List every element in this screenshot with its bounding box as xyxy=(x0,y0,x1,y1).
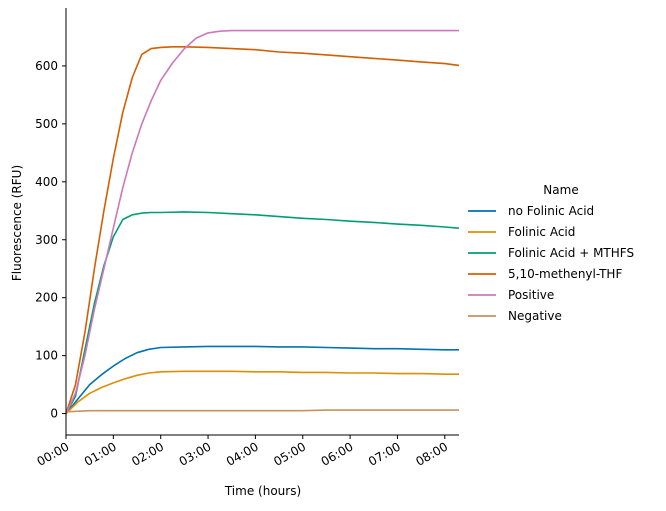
legend: Name no Folinic Acid Folinic Acid Folinic … xyxy=(468,183,634,323)
series-line-1 xyxy=(65,345,459,415)
y-tick-label: 0 xyxy=(50,407,58,421)
series-lines xyxy=(65,29,460,415)
x-tick-label: 07:00 xyxy=(366,439,403,468)
series-line-5 xyxy=(65,29,459,414)
series-line-3 xyxy=(65,211,460,414)
x-tick-label: 00:00 xyxy=(35,439,72,468)
y-tick-label: 500 xyxy=(35,117,58,131)
x-tick-label: 01:00 xyxy=(82,439,119,468)
y-tick-label: 400 xyxy=(35,175,58,189)
y-tick-label: 600 xyxy=(35,59,58,73)
x-tick-label: 03:00 xyxy=(177,439,214,468)
series-line-2 xyxy=(65,370,459,415)
legend-entry-label: Folinic Acid xyxy=(508,225,575,239)
legend-entry-label: Folinic Acid + MTHFS xyxy=(508,246,634,260)
x-tick-label: 05:00 xyxy=(271,439,308,468)
legend-entry-label: Positive xyxy=(508,288,554,302)
y-tick-label: 300 xyxy=(35,233,58,247)
legend-entry-label: Negative xyxy=(508,309,562,323)
x-axis-label: Time (hours) xyxy=(224,484,301,498)
x-tick-label: 02:00 xyxy=(129,439,166,468)
x-tick-label: 06:00 xyxy=(319,439,356,468)
legend-entry-label: 5,10-methenyl-THF xyxy=(508,267,622,281)
series-line-6 xyxy=(65,409,459,413)
y-ticks: 0 100 200 300 400 500 600 xyxy=(35,59,66,421)
legend-entry-label: no Folinic Acid xyxy=(508,204,594,218)
x-ticks: 00:00 01:00 02:00 03:00 04:00 05:00 06:00 07:00… xyxy=(35,435,450,469)
x-tick-label: 08:00 xyxy=(413,439,450,468)
y-tick-label: 100 xyxy=(35,349,58,363)
y-axis-label: Fluorescence (RFU) xyxy=(10,165,24,281)
series-line-4 xyxy=(65,45,460,414)
legend-title: Name xyxy=(543,183,578,197)
axes xyxy=(65,8,459,436)
x-tick-label: 04:00 xyxy=(224,439,261,468)
y-tick-label: 200 xyxy=(35,291,58,305)
